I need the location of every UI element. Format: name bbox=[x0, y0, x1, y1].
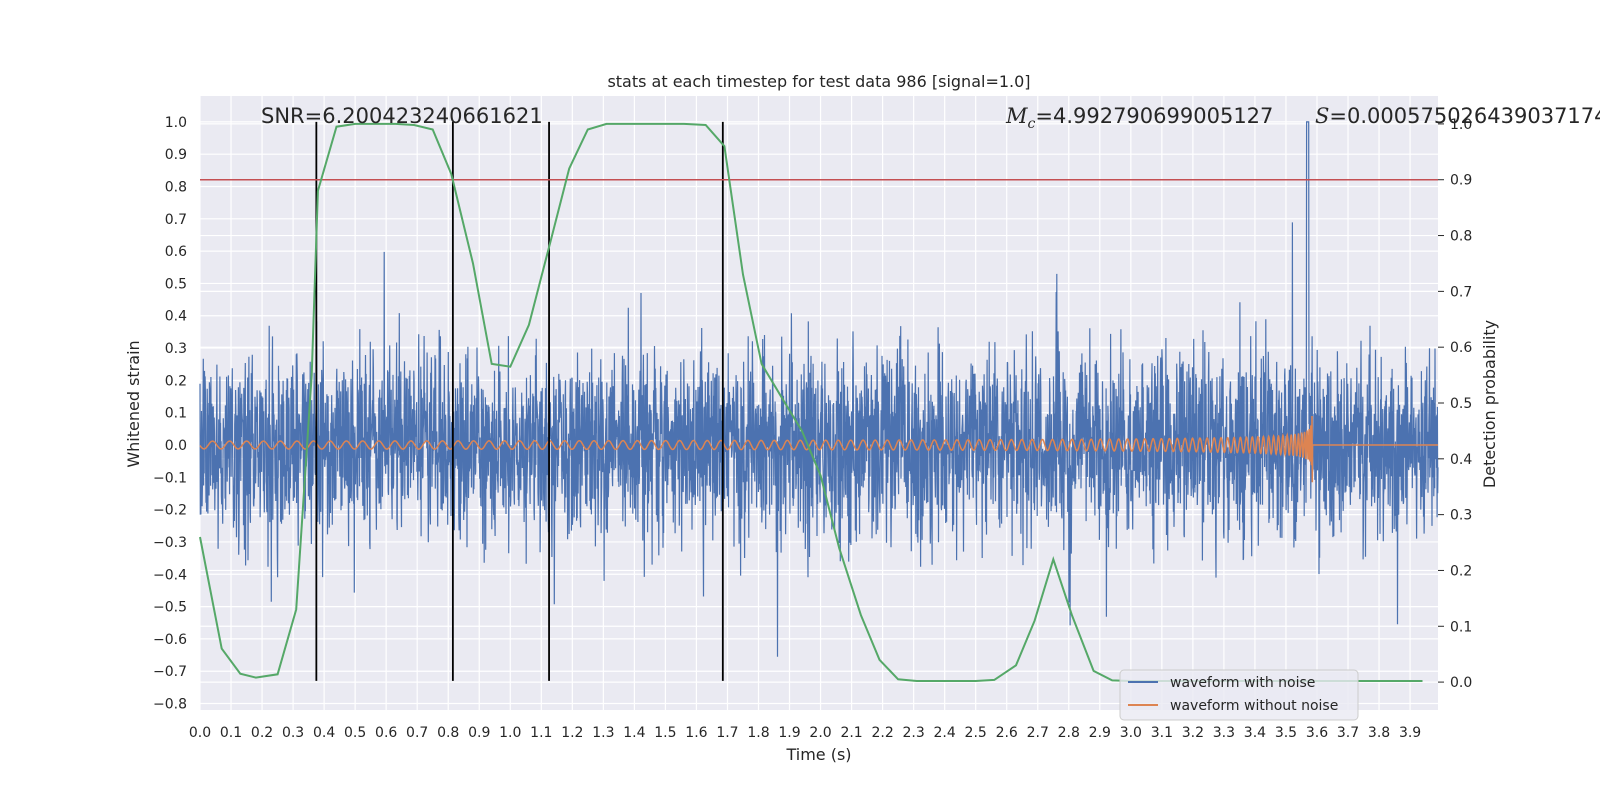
x-tick-label: 3.5 bbox=[1275, 725, 1297, 741]
chirp-mass-value: =4.992790699005127 bbox=[1035, 104, 1273, 128]
x-tick-label: 3.0 bbox=[1120, 725, 1142, 741]
y-tick-label: −0.3 bbox=[153, 535, 187, 551]
y2-tick-label: 0.8 bbox=[1450, 229, 1472, 245]
x-tick-label: 2.0 bbox=[809, 725, 831, 741]
legend: waveform with noise waveform without noi… bbox=[1119, 669, 1359, 721]
chart-title: stats at each timestep for test data 986… bbox=[607, 72, 1030, 91]
x-tick-label: 2.9 bbox=[1089, 725, 1111, 741]
y2-tick-label: 0.0 bbox=[1450, 675, 1472, 691]
y-tick-label: −0.7 bbox=[153, 664, 187, 680]
y-tick-label: 0.9 bbox=[165, 147, 187, 163]
x-tick-label: 1.4 bbox=[623, 725, 645, 741]
x-tick-label: 2.2 bbox=[871, 725, 893, 741]
x-tick-label: 1.7 bbox=[716, 725, 738, 741]
chirp-mass-symbol: M bbox=[1005, 104, 1028, 128]
y-tick-label: 0.0 bbox=[165, 438, 187, 454]
snr-annotation: SNR=6.200423240661621 bbox=[261, 104, 543, 128]
x-tick-label: 0.8 bbox=[437, 725, 459, 741]
x-tick-label: 2.6 bbox=[996, 725, 1018, 741]
y2-axis-label: Detection probability bbox=[1480, 320, 1499, 488]
y-axis-ticks: 1.0 0.9 0.8 0.7 0.6 0.5 0.4 0.3 0.2 0.1 0.0 −0.1 −0.… bbox=[153, 115, 187, 713]
x-tick-label: 0.0 bbox=[189, 725, 211, 741]
x-tick-label: 1.8 bbox=[747, 725, 769, 741]
y2-tick-label: 0.9 bbox=[1450, 173, 1472, 189]
x-tick-label: 1.2 bbox=[561, 725, 583, 741]
x-tick-label: 3.3 bbox=[1213, 725, 1235, 741]
x-tick-label: 0.4 bbox=[313, 725, 335, 741]
x-tick-label: 0.5 bbox=[344, 725, 366, 741]
y2-tick-label: 1.0 bbox=[1450, 117, 1472, 133]
x-tick-label: 3.8 bbox=[1368, 725, 1390, 741]
chirp-mass-subscript: c bbox=[1028, 116, 1036, 132]
x-axis-ticks: 0.0 0.1 0.2 0.3 0.4 0.5 0.6 0.7 0.8 0.9 1.0 1.1 1.2 1… bbox=[189, 725, 1421, 741]
y-tick-label: 0.7 bbox=[165, 212, 187, 228]
y-tick-label: 0.4 bbox=[165, 309, 187, 325]
y2-tick-label: 0.5 bbox=[1450, 396, 1472, 412]
x-tick-label: 3.9 bbox=[1399, 725, 1421, 741]
legend-label-noise: waveform with noise bbox=[1170, 675, 1315, 691]
y2-tick-label: 0.3 bbox=[1450, 508, 1472, 524]
x-tick-label: 1.0 bbox=[499, 725, 521, 741]
y-tick-label: −0.4 bbox=[153, 567, 187, 583]
x-tick-label: 3.6 bbox=[1306, 725, 1328, 741]
x-tick-label: 1.9 bbox=[778, 725, 800, 741]
legend-box bbox=[1119, 669, 1359, 721]
chirp-mass-annotation: Mc=4.992790699005127 bbox=[1005, 104, 1273, 132]
x-tick-label: 3.2 bbox=[1182, 725, 1204, 741]
y-tick-label: −0.6 bbox=[153, 632, 187, 648]
s-value: =0.000575026439037174 bbox=[1329, 104, 1600, 128]
waveform-without-noise-series bbox=[199, 415, 1438, 483]
y-tick-label: −0.5 bbox=[153, 600, 187, 616]
y2-tick-label: 0.6 bbox=[1450, 340, 1472, 356]
x-tick-label: 1.6 bbox=[685, 725, 707, 741]
x-tick-label: 0.1 bbox=[220, 725, 242, 741]
y2-tick-label: 0.2 bbox=[1450, 563, 1472, 579]
y2-axis-ticks: 1.0 0.9 0.8 0.7 0.6 0.5 0.4 0.3 0.2 0.1 0.0 bbox=[1438, 117, 1472, 691]
y-tick-label: −0.1 bbox=[153, 470, 187, 486]
x-tick-label: 2.4 bbox=[934, 725, 956, 741]
x-tick-label: 2.7 bbox=[1027, 725, 1049, 741]
x-tick-label: 1.1 bbox=[530, 725, 552, 741]
s-annotation: S=0.000575026439037174 bbox=[1315, 104, 1600, 128]
x-axis-label: Time (s) bbox=[785, 745, 851, 764]
y2-tick-label: 0.1 bbox=[1450, 619, 1472, 635]
waveform-with-noise-series bbox=[199, 121, 1439, 657]
s-symbol: S bbox=[1315, 104, 1329, 128]
x-tick-label: 2.3 bbox=[903, 725, 925, 741]
x-tick-label: 2.1 bbox=[840, 725, 862, 741]
y-tick-label: −0.8 bbox=[153, 697, 187, 713]
y-axis-label: Whitened strain bbox=[124, 340, 143, 467]
y-tick-label: 0.2 bbox=[165, 373, 187, 389]
y2-tick-label: 0.4 bbox=[1450, 452, 1472, 468]
x-tick-label: 3.7 bbox=[1337, 725, 1359, 741]
y-tick-label: 0.1 bbox=[165, 406, 187, 422]
x-tick-label: 0.2 bbox=[251, 725, 273, 741]
y-tick-label: 0.8 bbox=[165, 179, 187, 195]
x-tick-label: 0.3 bbox=[282, 725, 304, 741]
y-tick-label: 0.3 bbox=[165, 341, 187, 357]
clean-trace bbox=[199, 415, 1438, 483]
x-tick-label: 3.1 bbox=[1151, 725, 1173, 741]
x-tick-label: 1.3 bbox=[592, 725, 614, 741]
x-tick-label: 0.6 bbox=[375, 725, 397, 741]
y2-tick-label: 0.7 bbox=[1450, 284, 1472, 300]
legend-label-clean: waveform without noise bbox=[1170, 698, 1338, 714]
noise-trace bbox=[199, 121, 1439, 657]
x-tick-label: 0.7 bbox=[406, 725, 428, 741]
y-tick-label: −0.2 bbox=[153, 503, 187, 519]
x-tick-label: 3.4 bbox=[1244, 725, 1266, 741]
y-tick-label: 0.6 bbox=[165, 244, 187, 260]
x-tick-label: 1.5 bbox=[654, 725, 676, 741]
x-tick-label: 0.9 bbox=[468, 725, 490, 741]
x-tick-label: 2.8 bbox=[1058, 725, 1080, 741]
x-tick-label: 2.5 bbox=[965, 725, 987, 741]
y-tick-label: 0.5 bbox=[165, 276, 187, 292]
y-tick-label: 1.0 bbox=[165, 115, 187, 131]
